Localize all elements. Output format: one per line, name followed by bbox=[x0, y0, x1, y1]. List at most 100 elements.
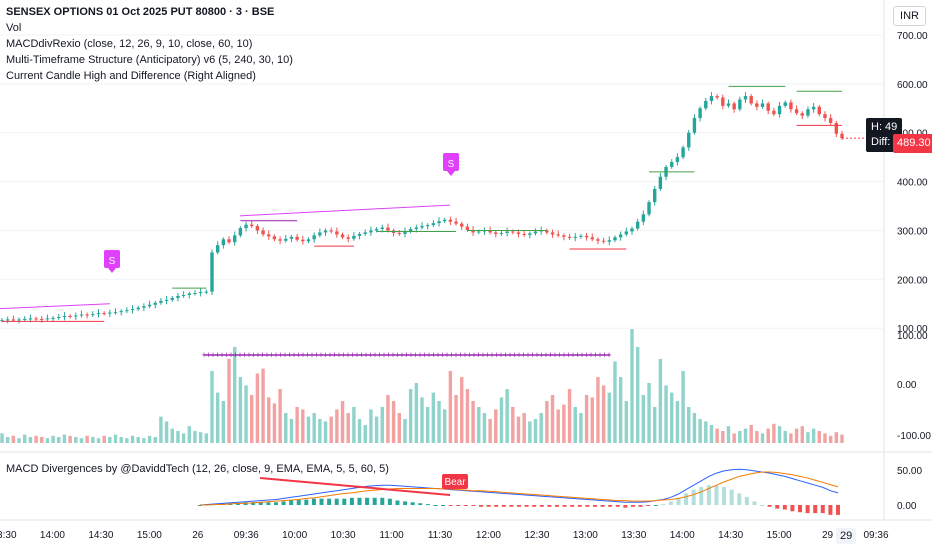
last-price-tag: 489.30 bbox=[893, 134, 932, 153]
candle-body bbox=[494, 232, 498, 234]
indicator-vol[interactable]: Vol bbox=[6, 22, 22, 34]
volume-bar bbox=[590, 397, 594, 443]
bear-label: Bear bbox=[444, 477, 466, 488]
candle-body bbox=[613, 237, 617, 241]
volume-bar bbox=[823, 433, 827, 443]
candle-body bbox=[130, 309, 135, 311]
macd-histogram-bar bbox=[653, 505, 658, 506]
volume-bar bbox=[675, 401, 680, 443]
volume-bar bbox=[340, 401, 345, 443]
volume-bar bbox=[23, 434, 27, 443]
macd-histogram-bar bbox=[699, 487, 704, 505]
time-tick-label: 15:00 bbox=[767, 530, 792, 541]
candle-body bbox=[335, 231, 339, 235]
macd-histogram-bar bbox=[706, 485, 711, 505]
candle-body bbox=[460, 223, 464, 227]
candle-body bbox=[244, 224, 248, 229]
volume-bar bbox=[613, 361, 617, 443]
macd-histogram-bar bbox=[615, 505, 620, 507]
macd-histogram-bar bbox=[494, 505, 499, 507]
volume-bar bbox=[74, 437, 78, 443]
macd-histogram-bar bbox=[630, 505, 635, 507]
candle-body bbox=[653, 188, 657, 203]
volume-bar bbox=[641, 395, 646, 443]
candle-body bbox=[357, 233, 362, 236]
macd-histogram-bar bbox=[782, 505, 787, 510]
candle-body bbox=[755, 103, 759, 107]
time-tick-label: 09:36 bbox=[863, 530, 888, 541]
volume-bar bbox=[102, 435, 106, 443]
macd-histogram-bar bbox=[342, 498, 347, 505]
volume-bar bbox=[147, 435, 152, 443]
macd-histogram-bar bbox=[798, 505, 803, 513]
macd-histogram-bar bbox=[539, 505, 544, 507]
candle-body bbox=[17, 319, 21, 321]
volume-bar bbox=[210, 371, 214, 443]
volume-bar bbox=[96, 438, 101, 443]
time-tick-label: 12:30 bbox=[524, 530, 549, 541]
macd-histogram-bar bbox=[820, 505, 825, 514]
macd-histogram-bar bbox=[790, 505, 795, 512]
volume-bar bbox=[749, 425, 753, 443]
macd-histogram-bar bbox=[372, 497, 377, 505]
volume-bar bbox=[289, 419, 294, 443]
candle-body bbox=[295, 236, 299, 240]
candle-body bbox=[726, 103, 731, 106]
macd-signal-line bbox=[200, 471, 839, 506]
volume-bar bbox=[261, 368, 265, 443]
candle-body bbox=[125, 310, 129, 312]
volume-bar bbox=[193, 431, 197, 443]
indicator-mtf-structure[interactable]: Multi-Timeframe Structure (Anticipatory)… bbox=[6, 54, 293, 66]
candle-body bbox=[681, 147, 685, 158]
candle-body bbox=[647, 202, 651, 215]
macd-histogram-bar bbox=[744, 496, 749, 505]
macd-indicator-title[interactable]: MACD Divergences by @DaviddTech (12, 26,… bbox=[6, 463, 389, 475]
indicator-candle-high[interactable]: Current Candle High and Difference (Righ… bbox=[6, 70, 256, 82]
candle-body bbox=[227, 239, 231, 243]
macd-histogram-bar bbox=[554, 505, 559, 507]
macd-histogram-bar bbox=[296, 499, 301, 505]
candle-body bbox=[301, 239, 305, 242]
macd-histogram-bar bbox=[577, 505, 582, 507]
volume-bar bbox=[755, 431, 759, 443]
s-marker-label: S bbox=[448, 159, 455, 170]
volume-bar bbox=[414, 383, 419, 443]
candle-body bbox=[704, 100, 708, 109]
candle-body bbox=[238, 228, 243, 236]
volume-bar bbox=[164, 421, 169, 443]
volume-bar bbox=[777, 426, 782, 443]
volume-bar bbox=[772, 423, 776, 443]
macd-histogram-bar bbox=[395, 500, 400, 505]
volume-bar bbox=[306, 416, 311, 443]
volume-bar bbox=[397, 413, 401, 443]
volume-bar bbox=[738, 431, 742, 443]
divergence-line bbox=[0, 303, 111, 310]
candle-body bbox=[386, 227, 390, 231]
macd-histogram-bar bbox=[327, 498, 332, 505]
volume-bar bbox=[227, 359, 231, 443]
volume-bar bbox=[238, 377, 243, 443]
candle-body bbox=[136, 307, 140, 310]
candle-body bbox=[823, 114, 827, 119]
indicator-macddivrexio[interactable]: MACDdivRexio (close, 12, 26, 9, 10, clos… bbox=[6, 38, 253, 50]
s-marker bbox=[104, 250, 120, 268]
volume-bar bbox=[0, 433, 4, 443]
macd-histogram-bar bbox=[547, 505, 552, 507]
volume-bar bbox=[68, 435, 72, 443]
volume-bar bbox=[318, 419, 322, 443]
volume-bar bbox=[40, 437, 44, 443]
candle-body bbox=[176, 295, 180, 298]
volume-bar bbox=[62, 434, 67, 443]
volume-bar bbox=[312, 413, 316, 443]
candle-body bbox=[255, 226, 260, 231]
time-tick-label: 11:30 bbox=[428, 530, 453, 541]
currency-button[interactable]: INR bbox=[893, 6, 926, 26]
volume-bar bbox=[471, 401, 475, 443]
volume-bar bbox=[221, 401, 226, 443]
candle-body bbox=[522, 233, 526, 235]
candle-body bbox=[181, 294, 186, 296]
volume-bar bbox=[374, 416, 379, 443]
candle-body bbox=[437, 221, 441, 224]
time-tick-label: 14:30 bbox=[718, 530, 743, 541]
